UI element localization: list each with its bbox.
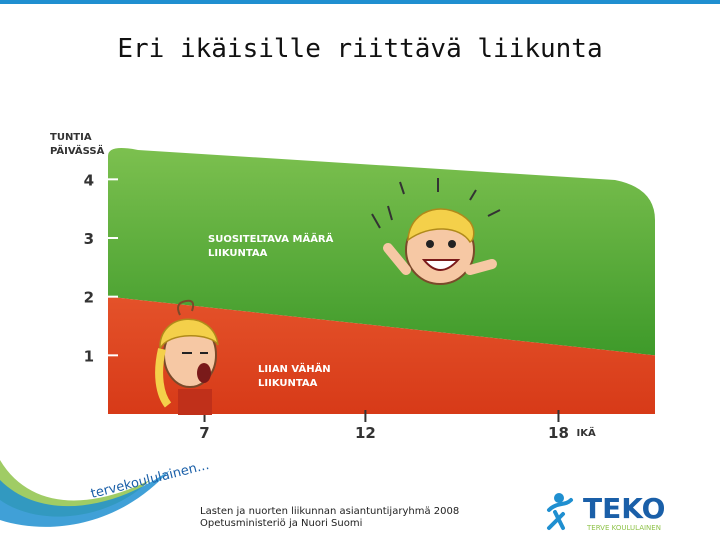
insufficient-zone-area: [108, 296, 655, 414]
x-tick-label: 18: [548, 424, 569, 442]
footer-line-1: Lasten ja nuorten liikunnan asiantuntija…: [200, 506, 460, 517]
y-tick-label: 3: [84, 230, 94, 248]
logo-text: TEKO: [583, 492, 665, 525]
y-axis-title-line-2: PÄIVÄSSÄ: [50, 143, 105, 157]
y-axis-title-line-1: TUNTIA: [50, 132, 92, 143]
x-tick-label: 7: [199, 424, 209, 442]
recommended-zone-area: [108, 148, 655, 356]
recommended-zone-label-line-2: LIIKUNTAA: [208, 248, 268, 259]
logo-figure-icon: [554, 493, 564, 503]
insufficient-zone-label-line-1: LIIAN VÄHÄN: [258, 361, 331, 375]
tervekoululainen-logo: tervekoululainen...: [0, 458, 211, 527]
footer-note: Lasten ja nuorten liikunnan asiantuntija…: [200, 506, 459, 530]
y-tick-label: 2: [84, 289, 94, 307]
recommended-zone-label-line-1: SUOSITELTAVA MÄÄRÄ: [208, 231, 334, 245]
y-tick-label: 1: [84, 347, 94, 365]
x-tick-label: 12: [355, 424, 376, 442]
teko-logo: TEKO TERVE KOULULAINEN: [547, 492, 665, 532]
y-tick-label: 4: [84, 171, 94, 189]
insufficient-zone-label-line-2: LIIKUNTAA: [258, 378, 318, 389]
slide-title: Eri ikäisille riittävä liikunta: [117, 34, 603, 64]
footer-line-2: Opetusministeriö ja Nuori Suomi: [200, 518, 363, 529]
logo-subtext: TERVE KOULULAINEN: [586, 524, 661, 532]
tired-child-illustration: [155, 299, 219, 415]
happy-child-illustration: [371, 178, 501, 285]
brand-text: tervekoululainen...: [89, 458, 210, 502]
top-accent-bar: [0, 0, 720, 4]
x-axis-title: IKÄ: [576, 425, 595, 439]
